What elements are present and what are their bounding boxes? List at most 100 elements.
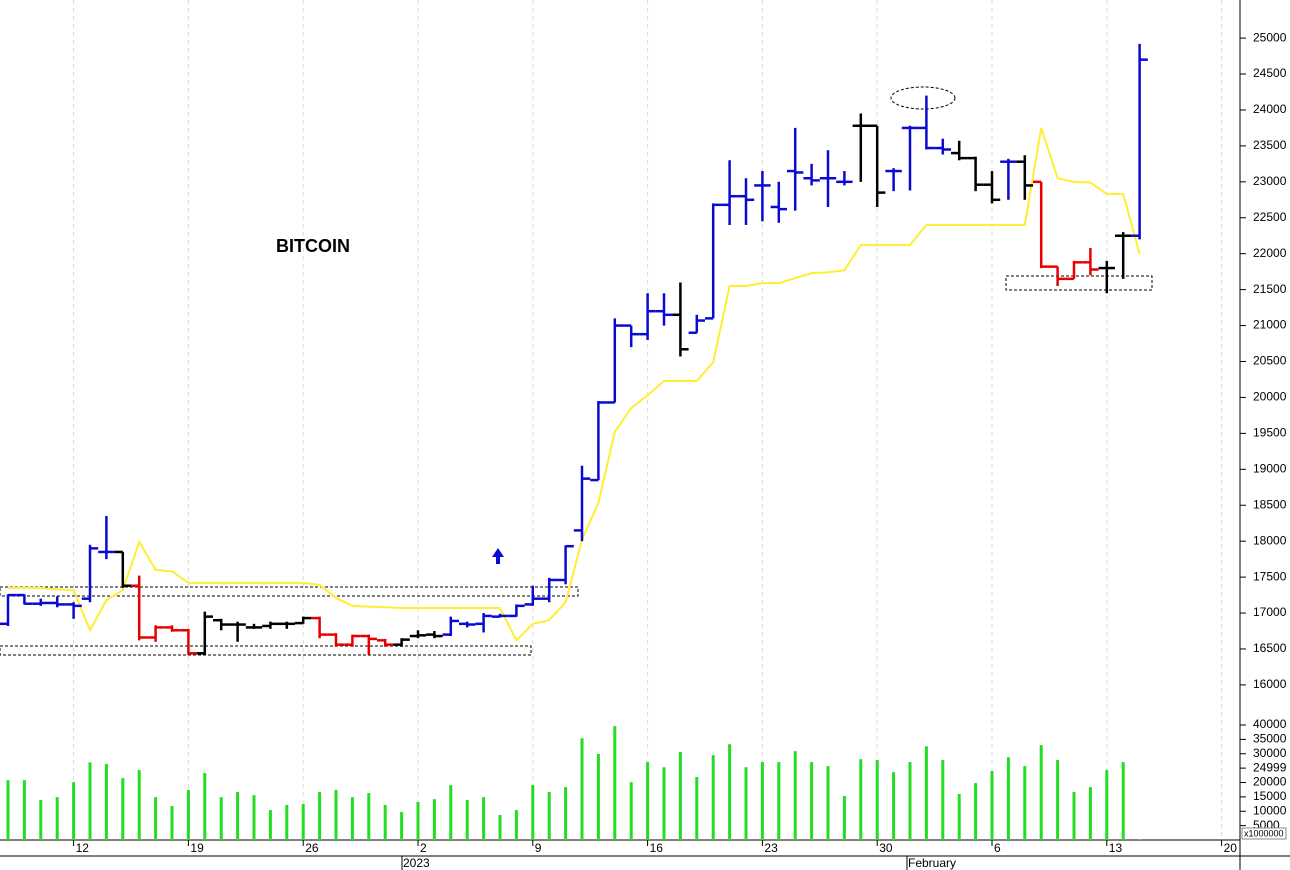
volume-bar <box>531 785 535 840</box>
range-box <box>0 645 532 656</box>
ohlc-bar <box>1049 265 1066 287</box>
volume-bar <box>72 782 76 840</box>
ohlc-bar <box>65 602 82 619</box>
volume-bar <box>678 752 682 840</box>
period-label: 2023 <box>403 856 430 870</box>
volume-tick-label: 40000 <box>1253 717 1287 731</box>
ohlc-bar <box>16 593 33 605</box>
volume-bar <box>154 797 158 840</box>
ohlc-bar <box>131 575 148 641</box>
volume-bar <box>465 800 469 840</box>
ohlc-bar <box>983 171 1001 204</box>
range-box <box>1005 275 1153 291</box>
y-tick-label: 20000 <box>1253 390 1287 404</box>
volume-bar <box>383 804 387 840</box>
volume-bar <box>170 806 174 840</box>
volume-bar <box>1006 757 1010 840</box>
ohlc-bar <box>918 95 935 150</box>
volume-bar <box>55 797 59 840</box>
y-tick-label: 22500 <box>1253 210 1287 224</box>
ohlc-bar <box>852 113 869 182</box>
ohlc-bar <box>557 544 574 585</box>
ohlc-bar <box>1098 260 1115 294</box>
y-tick-label: 21500 <box>1253 282 1287 296</box>
ohlc-bar <box>475 613 492 633</box>
ohlc-bar <box>245 623 263 629</box>
ohlc-bar <box>721 160 738 225</box>
volume-bar <box>728 744 732 840</box>
ohlc-bar <box>442 616 459 637</box>
volume-bar <box>1088 787 1092 840</box>
ohlc-bar <box>180 628 197 655</box>
ohlc-bar <box>1082 247 1099 276</box>
ohlc-bar <box>1115 232 1132 279</box>
volume-bar <box>580 738 584 840</box>
volume-bar <box>596 754 600 840</box>
grid <box>73 0 1223 840</box>
volume-bar <box>350 797 354 840</box>
volume-bar <box>646 762 650 840</box>
volume-bar <box>6 780 10 840</box>
x-tick-label: 16 <box>650 841 664 855</box>
x-tick-label: 23 <box>764 841 778 855</box>
volume-bar <box>974 783 978 840</box>
volume-bar <box>793 751 797 840</box>
ohlc-bar <box>1000 158 1017 200</box>
y-tick-label: 24000 <box>1253 102 1287 116</box>
range-box <box>0 586 579 597</box>
ohlc-bar <box>655 293 673 326</box>
x-tick-label: 12 <box>76 841 90 855</box>
volume-bar <box>744 767 748 840</box>
volume-bar <box>285 804 289 840</box>
volume-tick-label: 20000 <box>1253 775 1287 789</box>
volume-bar <box>1056 760 1060 840</box>
volume-unit: x1000000 <box>1244 828 1284 838</box>
period-label: February <box>908 856 956 870</box>
ohlc-bar <box>229 621 246 642</box>
volume-bar <box>892 772 896 840</box>
volume-bar <box>990 771 994 840</box>
volume-tick-label: 15000 <box>1253 789 1287 803</box>
ohlc-bar <box>737 178 755 225</box>
volume-bar <box>711 755 715 840</box>
ohlc-bar <box>934 138 951 155</box>
volume-bar <box>367 793 371 840</box>
ohlc-bar <box>623 324 640 348</box>
ohlc-bar <box>426 631 443 639</box>
ohlc-bar <box>262 621 279 629</box>
volume-bar <box>268 810 272 840</box>
volume-bar <box>859 759 863 840</box>
y-tick-label: 20500 <box>1253 354 1287 368</box>
ohlc-bar <box>541 577 558 603</box>
ohlc-bar <box>196 611 213 655</box>
ohlc-bar <box>705 203 722 320</box>
volume-bar <box>432 799 436 840</box>
y-tick-label: 25000 <box>1253 30 1287 44</box>
ohlc-bar <box>1016 155 1033 200</box>
y-tick-label: 16000 <box>1253 677 1287 691</box>
ohlc-bar <box>869 124 886 207</box>
ohlc-bar <box>114 550 131 588</box>
ohlc-bar <box>49 596 66 608</box>
ohlc-bar <box>327 633 345 647</box>
volume-bar <box>826 766 830 840</box>
ohlc-bar <box>1033 180 1050 269</box>
ohlc-bar <box>967 156 984 192</box>
x-tick-label: 6 <box>994 841 1001 855</box>
ohlc-bar <box>295 616 312 625</box>
volume-tick-label: 10000 <box>1253 803 1287 817</box>
volume-bar <box>121 778 125 840</box>
ohlc-bar <box>98 516 115 560</box>
ohlc-bar <box>754 171 771 222</box>
volume-bar <box>449 785 453 840</box>
volume-bar <box>498 814 502 840</box>
volume-tick-label: 24999 <box>1253 760 1287 774</box>
ohlc-bar <box>770 181 787 223</box>
volume-bar <box>318 791 322 840</box>
ohlc-bar <box>278 621 295 629</box>
x-tick-label: 26 <box>305 841 319 855</box>
y-tick-label: 22000 <box>1253 246 1287 260</box>
ohlc-bar <box>606 318 623 404</box>
volume-tick-label: 30000 <box>1253 746 1287 760</box>
